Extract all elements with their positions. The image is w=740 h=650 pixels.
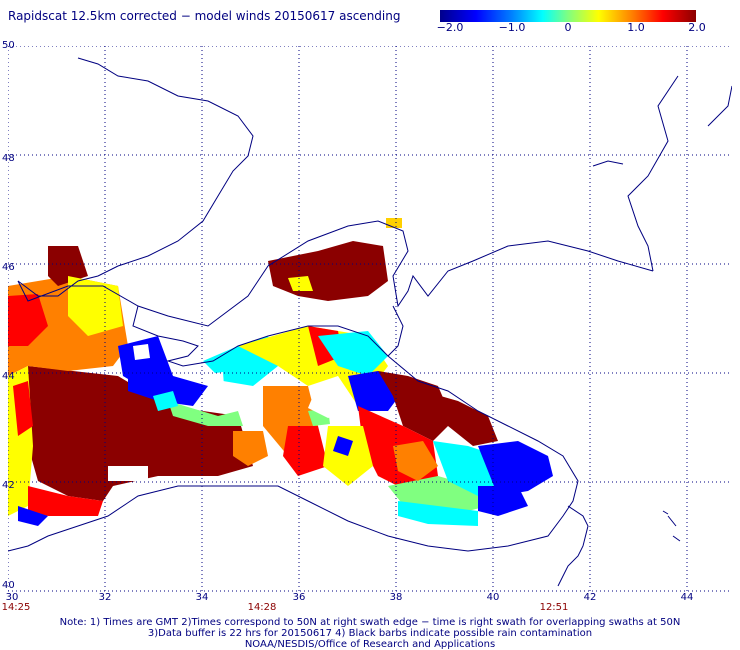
- lat-label-44: 44: [2, 371, 15, 382]
- colorbar-label: −1.0: [498, 21, 526, 34]
- footer-note-line2: 3)Data buffer is 22 hrs for 20150617 4) …: [147, 628, 593, 639]
- lon-label-44: 44: [680, 592, 694, 603]
- wind-difference-map: [8, 46, 732, 592]
- colorbar-label: 0: [564, 21, 572, 34]
- lon-label-36: 36: [292, 592, 306, 603]
- lat-label-46: 46: [2, 262, 15, 273]
- lat-lon-grid: [8, 46, 732, 592]
- swath-time-left: 14:25: [1, 602, 31, 613]
- lon-label-38: 38: [389, 592, 403, 603]
- coastlines: [8, 57, 732, 587]
- lat-label-48: 48: [2, 153, 15, 164]
- lat-label-50: 50: [2, 40, 15, 51]
- colorbar-label: 1.0: [627, 21, 645, 34]
- colorbar: [440, 10, 696, 22]
- footer-credit: NOAA/NESDIS/Office of Research and Appli…: [244, 639, 496, 650]
- colorbar-label: −2.0: [436, 21, 464, 34]
- lon-label-40: 40: [486, 592, 500, 603]
- lon-label-34: 34: [195, 592, 209, 603]
- colorbar-label: 2.0: [688, 21, 706, 34]
- footer-note-line1: Note: 1) Times are GMT 2)Times correspon…: [59, 617, 681, 628]
- swath-time-right: 12:51: [539, 602, 569, 613]
- swath-cells: [8, 218, 553, 526]
- lon-label-42: 42: [583, 592, 597, 603]
- map-title: Rapidscat 12.5km corrected − model winds…: [8, 9, 401, 23]
- lat-label-42: 42: [2, 480, 15, 491]
- swath-time-middle: 14:28: [247, 602, 277, 613]
- lon-label-32: 32: [98, 592, 112, 603]
- lat-label-40: 40: [2, 580, 15, 591]
- lon-label-30: 30: [5, 592, 19, 603]
